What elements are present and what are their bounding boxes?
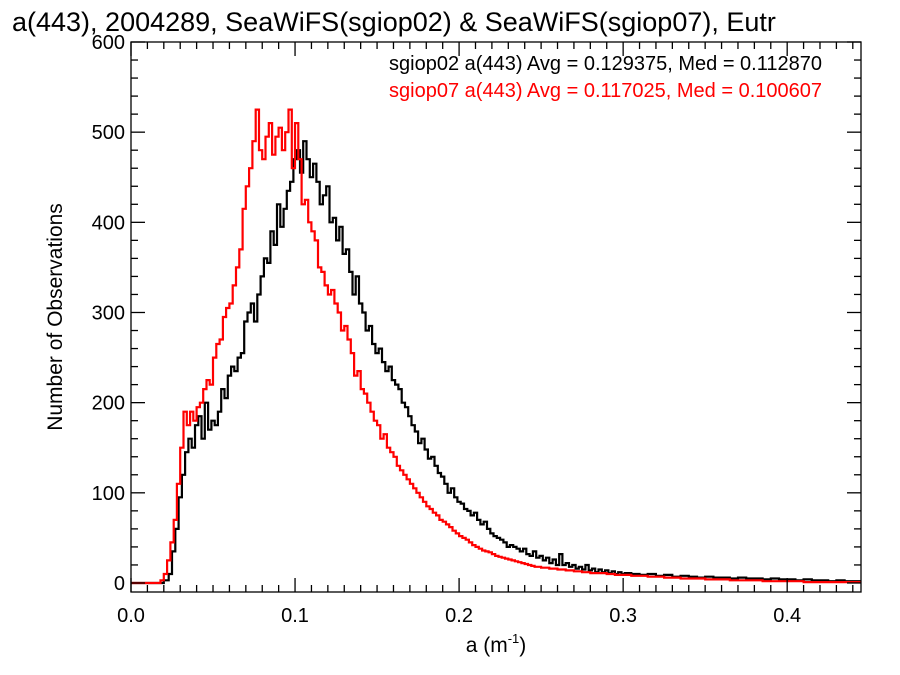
y-tick-label: 400 bbox=[92, 212, 125, 234]
x-tick-label: 0.2 bbox=[445, 605, 473, 627]
series-line-0 bbox=[131, 140, 861, 585]
x-axis-title-main: a (m bbox=[466, 634, 508, 657]
y-tick-label: 600 bbox=[92, 32, 125, 54]
y-tick-label: 100 bbox=[92, 483, 125, 505]
y-axis-title: Number of Observations bbox=[44, 203, 67, 431]
y-tick-label: 500 bbox=[92, 122, 125, 144]
plot-frame bbox=[130, 41, 862, 593]
y-tick-label: 0 bbox=[114, 573, 125, 595]
x-axis-title: a (m-1) bbox=[466, 631, 527, 657]
legend-entry-sgiop02: sgiop02 a(443) Avg = 0.129375, Med = 0.1… bbox=[389, 53, 822, 75]
y-tick-label: 300 bbox=[92, 302, 125, 324]
x-tick-label: 0.1 bbox=[281, 605, 309, 627]
x-tick-label: 0.3 bbox=[609, 605, 637, 627]
x-tick-label: 0.4 bbox=[773, 605, 801, 627]
series-layer bbox=[131, 108, 861, 585]
y-tick-label: 200 bbox=[92, 393, 125, 415]
x-axis-title-end: ) bbox=[519, 634, 526, 657]
legend-entry-sgiop07: sgiop07 a(443) Avg = 0.117025, Med = 0.1… bbox=[389, 80, 822, 102]
x-axis-title-superscript: -1 bbox=[508, 631, 520, 646]
series-line-1 bbox=[131, 108, 861, 585]
axes-layer: 0.0 0.1 0.2 0.3 0.4 0 100 200 300 400 500 600 bbox=[92, 32, 861, 627]
x-tick-label: 0.0 bbox=[117, 605, 145, 627]
chart-title: a(443), 2004289, SeaWiFS(sgiop02) & SeaW… bbox=[12, 7, 776, 37]
